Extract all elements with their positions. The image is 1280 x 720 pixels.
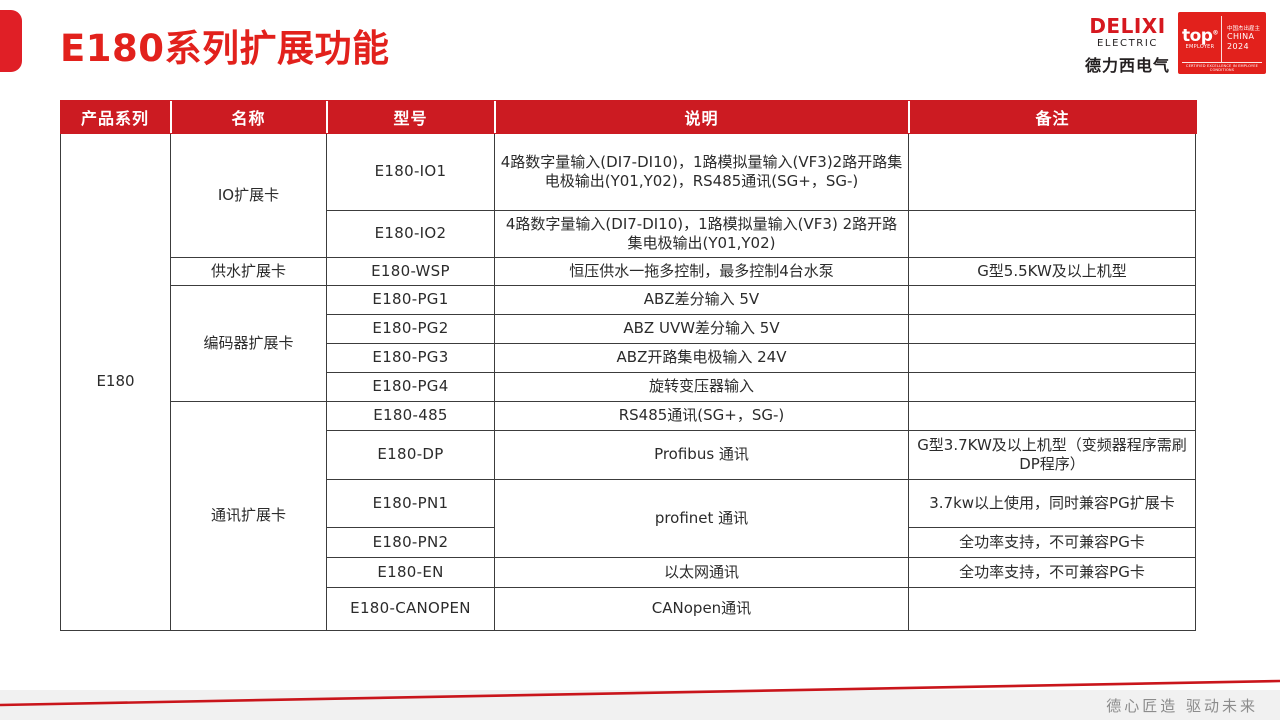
cell-desc-dp: Profibus 通讯 (494, 429, 909, 480)
cell-note-canopen (908, 586, 1196, 631)
cell-note-wsp: G型5.5KW及以上机型 (908, 256, 1196, 286)
table-row: 通讯扩展卡 E180-485 RS485通讯(SG+，SG-) (61, 400, 1196, 631)
table-row: 编码器扩展卡 E180-PG1 ABZ差分输入 5V (61, 284, 1196, 402)
cell-note-pg1 (908, 284, 1196, 315)
cell-desc-wsp: 恒压供水一拖多控制，最多控制4台水泵 (494, 256, 909, 286)
delixi-wordmark: DELIXI (1089, 14, 1166, 38)
cell-note-pn1: 3.7kw以上使用，同时兼容PG扩展卡 (908, 478, 1196, 528)
cell-desc-485: RS485通讯(SG+，SG-) (494, 400, 909, 431)
footer-slogan: 德心匠造 驱动未来 (1106, 697, 1258, 715)
spec-table: 产品系列 名称 型号 说明 备注 E180 IO扩展卡 E180-IO1 4路数… (59, 100, 1197, 631)
cell-desc-en: 以太网通讯 (494, 556, 909, 588)
table-row: 供水扩展卡 E180-WSP 恒压供水一拖多控制，最多控制4台水泵 G型5.5K… (61, 256, 1196, 286)
registered-icon: ® (1212, 29, 1218, 37)
delixi-logo: DELIXI ELECTRIC 德力西电气 (1085, 12, 1170, 76)
cell-note-en: 全功率支持，不可兼容PG卡 (908, 556, 1196, 588)
cell-model-pg2: E180-PG2 (326, 313, 495, 344)
top-employer-word-text: top (1182, 26, 1213, 47)
footer-diagonal-line (0, 679, 1280, 707)
cell-model-io1: E180-IO1 (326, 132, 495, 211)
col-header-remark: 备注 (908, 101, 1196, 133)
cell-model-485: E180-485 (326, 400, 495, 431)
table-row: E180-PN1 profinet 通讯 3.7kw以上使用，同时兼容PG扩展卡 (61, 478, 1196, 558)
col-header-model: 型号 (326, 101, 496, 133)
page-title: E180系列扩展功能 (60, 27, 390, 70)
cell-note-io2 (908, 209, 1196, 258)
table-row: E180-CANOPEN CANopen通讯 (61, 586, 1196, 631)
table-row: E180-IO2 4路数字量输入(DI7-DI10)，1路模拟量输入(VF3) … (61, 209, 1196, 258)
cell-name-encoder: 编码器扩展卡 (170, 284, 327, 402)
table-row: E180-PG4 旋转变压器输入 (61, 371, 1196, 402)
cell-name-wsp: 供水扩展卡 (170, 256, 327, 286)
cell-model-canopen: E180-CANOPEN (326, 586, 495, 631)
col-header-name: 名称 (170, 101, 328, 133)
cell-desc-pg3: ABZ开路集电极输入 24V (494, 342, 909, 373)
cell-model-pg1: E180-PG1 (326, 284, 495, 315)
cell-desc-pg4: 旋转变压器输入 (494, 371, 909, 402)
cell-model-dp: E180-DP (326, 429, 495, 480)
cell-model-wsp: E180-WSP (326, 256, 495, 286)
cell-note-dp: G型3.7KW及以上机型（变频器程序需刷DP程序） (908, 429, 1196, 480)
cell-note-pg3 (908, 342, 1196, 373)
table-header-row: 产品系列 名称 型号 说明 备注 (59, 100, 1197, 134)
cell-note-pg4 (908, 371, 1196, 402)
top-employer-badge-main: top® EMPLOYER 中国杰出雇主 CHINA 2024 (1182, 16, 1262, 62)
footer-accent-line (0, 678, 1280, 720)
badge-divider (1221, 16, 1222, 62)
cell-desc-io1: 4路数字量输入(DI7-DI10)，1路模拟量输入(VF3)2路开路集电极输出(… (494, 132, 909, 211)
cell-series-e180: E180 (60, 132, 171, 631)
top-employer-details: 中国杰出雇主 CHINA 2024 (1225, 26, 1260, 53)
top-employer-label: EMPLOYER (1185, 43, 1215, 50)
cell-model-pn1: E180-PN1 (326, 478, 495, 528)
cell-note-485 (908, 400, 1196, 431)
top-employer-cn: 中国杰出雇主 (1227, 25, 1261, 32)
top-employer-wordmark: top® (1182, 26, 1218, 47)
cell-note-io1 (908, 132, 1196, 211)
footer-line-svg (0, 679, 1280, 707)
top-employer-mark: top® EMPLOYER (1182, 28, 1218, 49)
cell-note-pn2: 全功率支持，不可兼容PG卡 (908, 526, 1196, 558)
top-employer-badge: top® EMPLOYER 中国杰出雇主 CHINA 2024 CERTIFIE… (1178, 12, 1266, 74)
cell-model-io2: E180-IO2 (326, 209, 495, 258)
cell-name-io: IO扩展卡 (170, 132, 327, 258)
cell-model-pg3: E180-PG3 (326, 342, 495, 373)
logo-zone: DELIXI ELECTRIC 德力西电气 top® EMPLOYER 中国杰出… (1085, 12, 1266, 76)
spec-table-container: 产品系列 名称 型号 说明 备注 E180 IO扩展卡 E180-IO1 4路数… (59, 100, 1197, 631)
table-row: E180-DP Profibus 通讯 G型3.7KW及以上机型（变频器程序需刷… (61, 429, 1196, 480)
top-employer-certified-text: CERTIFIED EXCELLENCE IN EMPLOYEE CONDITI… (1182, 62, 1262, 72)
table-row: E180-PN2 全功率支持，不可兼容PG卡 (61, 526, 1196, 558)
cell-model-pg4: E180-PG4 (326, 371, 495, 402)
cell-desc-pg1: ABZ差分输入 5V (494, 284, 909, 315)
col-header-description: 说明 (494, 101, 910, 133)
cell-desc-profinet: profinet 通讯 (494, 478, 909, 558)
cell-desc-canopen: CANopen通讯 (494, 586, 909, 631)
table-row: E180-PG2 ABZ UVW差分输入 5V (61, 313, 1196, 344)
cell-model-en: E180-EN (326, 556, 495, 588)
cell-desc-pg2: ABZ UVW差分输入 5V (494, 313, 909, 344)
top-employer-country: CHINA (1227, 32, 1255, 42)
cell-note-pg2 (908, 313, 1196, 344)
delixi-chinese-name: 德力西电气 (1084, 56, 1170, 75)
table-row: E180-PG3 ABZ开路集电极输入 24V (61, 342, 1196, 373)
table-row: E180 IO扩展卡 E180-IO1 4路数字量输入(DI7-DI10)，1路… (60, 132, 1196, 631)
cell-desc-io2: 4路数字量输入(DI7-DI10)，1路模拟量输入(VF3) 2路开路集电极输出… (494, 209, 909, 258)
top-employer-year: 2024 (1227, 42, 1249, 52)
delixi-subtitle: ELECTRIC (1097, 38, 1158, 49)
col-header-series: 产品系列 (60, 101, 172, 133)
cell-name-comm: 通讯扩展卡 (170, 400, 327, 631)
title-accent-bar (0, 10, 22, 72)
cell-model-pn2: E180-PN2 (326, 526, 495, 558)
footer-band (0, 690, 1280, 720)
